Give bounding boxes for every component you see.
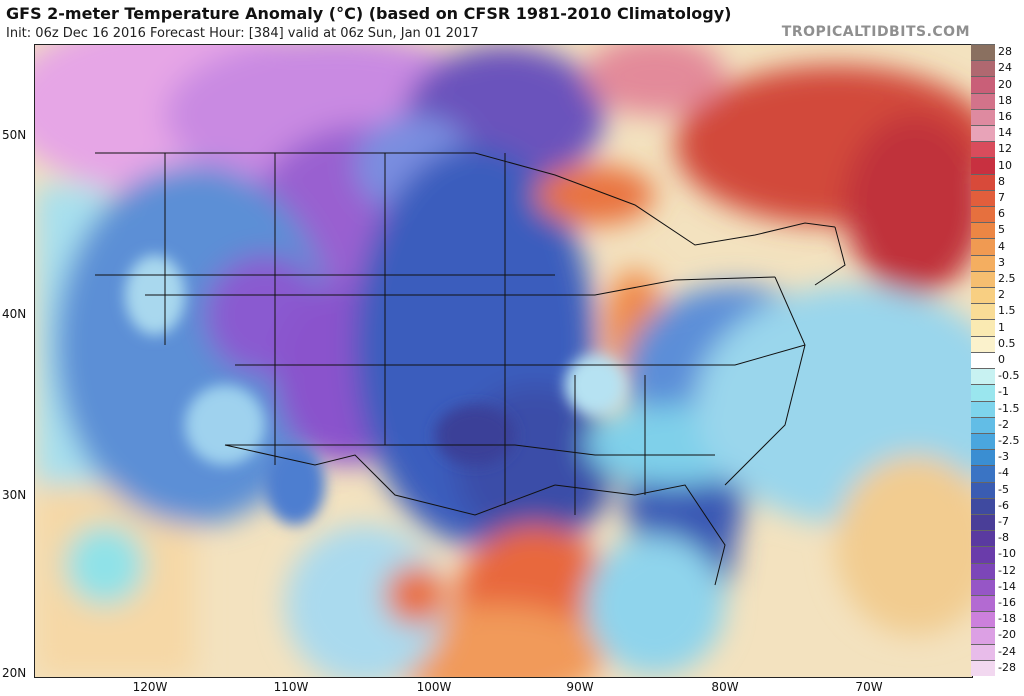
lat-label-40n: 40N [2, 307, 27, 321]
colorbar-label: 12 [998, 142, 1012, 156]
colorbar-swatch [971, 497, 995, 514]
lon-label-80w: 80W [711, 680, 739, 694]
map-header-subtitle: Init: 06z Dec 16 2016 Forecast Hour: [38… [6, 26, 479, 41]
colorbar-label: -10 [998, 547, 1016, 561]
lon-label-90w: 90W [566, 680, 594, 694]
colorbar-label: -8 [998, 531, 1009, 545]
colorbar-label: 1.5 [998, 304, 1016, 318]
colorbar-swatch [971, 432, 995, 450]
colorbar-label: 20 [998, 77, 1012, 91]
colorbar-swatch [971, 627, 995, 644]
colorbar-label: 0 [998, 353, 1005, 366]
colorbar-swatch [971, 513, 995, 531]
colorbar-label: 10 [998, 158, 1012, 172]
colorbar-swatch [971, 108, 995, 126]
lon-label-70w: 70W [855, 680, 883, 694]
colorbar-swatch [971, 530, 995, 547]
colorbar-swatch [971, 60, 995, 77]
colorbar-label: 1 [998, 320, 1005, 334]
lon-label-110w: 110W [273, 680, 309, 694]
colorbar-swatch [971, 546, 995, 563]
colorbar-label: 7 [998, 190, 1005, 204]
colorbar-label: 16 [998, 109, 1012, 123]
colorbar-swatch [971, 449, 995, 466]
colorbar-label: 2.5 [998, 271, 1016, 285]
colorbar-label: 4 [998, 239, 1005, 253]
colorbar-label: 28 [998, 45, 1012, 59]
colorbar-label: -7 [998, 515, 1009, 529]
colorbar-label: -5 [998, 482, 1009, 496]
colorbar-label: -18 [998, 612, 1016, 626]
colorbar-label: 6 [998, 207, 1005, 221]
colorbar-label: -16 [998, 596, 1016, 610]
brand-watermark[interactable]: TROPICALTIDBITS.COM [781, 24, 970, 40]
anomaly-detail [125, 255, 625, 525]
colorbar-label: 2 [998, 288, 1005, 302]
colorbar-swatch [971, 400, 995, 417]
colorbar-label: -3 [998, 450, 1009, 464]
colorbar-swatch [971, 465, 995, 482]
colorbar-swatch [971, 303, 995, 320]
colorbar-swatch [971, 335, 995, 352]
colorbar-label: -1.5 [998, 401, 1020, 415]
colorbar-label: -14 [998, 579, 1016, 593]
boundary-lines [95, 152, 846, 586]
colorbar-label: -28 [998, 660, 1016, 674]
lon-label-100w: 100W [416, 680, 452, 694]
colorbar-swatch [971, 254, 995, 271]
colorbar-swatch [971, 92, 995, 109]
colorbar-swatch [971, 141, 995, 158]
lat-label-50n: 50N [2, 128, 27, 142]
colorbar-swatch [971, 238, 995, 255]
colorbar-label: 5 [998, 223, 1005, 237]
anomaly-field [35, 45, 972, 677]
colorbar-swatch [971, 368, 995, 385]
map-header-title: GFS 2-meter Temperature Anomaly (°C) (ba… [6, 4, 732, 23]
colorbar-label: -2 [998, 417, 1009, 431]
colorbar-label: -0.5 [998, 369, 1020, 383]
colorbar-label: -12 [998, 563, 1016, 577]
colorbar-swatch [971, 659, 995, 676]
colorbar-label: -2.5 [998, 434, 1020, 448]
colorbar-swatch [971, 173, 995, 190]
colorbar-swatch [971, 351, 995, 369]
colorbar-swatch [971, 384, 995, 401]
colorbar-label: 24 [998, 61, 1012, 75]
colorbar-label: -4 [998, 466, 1009, 480]
temperature-colorbar: 28 24 20 18 16 14 12 10 8 7 6 5 4 3 2.5 2 1.5 1 0.5 0 -0.5 -1… [971, 44, 1024, 676]
anomaly-map[interactable] [34, 44, 973, 678]
colorbar-label: -24 [998, 644, 1016, 658]
colorbar-swatch [971, 416, 995, 433]
colorbar-swatch [971, 157, 995, 174]
colorbar-label: -1 [998, 385, 1009, 399]
colorbar-swatch [971, 481, 995, 498]
colorbar-label: 14 [998, 126, 1012, 140]
colorbar-swatch [971, 44, 995, 61]
colorbar-swatch [971, 189, 995, 207]
colorbar-swatch [971, 319, 995, 336]
colorbar-label: -20 [998, 628, 1016, 642]
colorbar-swatch [971, 611, 995, 628]
colorbar-label: 3 [998, 255, 1005, 269]
anomaly-map-canvas [35, 45, 972, 677]
colorbar-swatch [971, 578, 995, 595]
colorbar-label: 18 [998, 93, 1012, 107]
colorbar-label: 0.5 [998, 336, 1016, 350]
colorbar-label: -6 [998, 498, 1009, 512]
colorbar-swatch [971, 270, 995, 288]
colorbar-swatch [971, 76, 995, 93]
colorbar-swatch [971, 594, 995, 612]
colorbar-swatch [971, 287, 995, 304]
colorbar-label: 8 [998, 174, 1005, 188]
colorbar-swatch [971, 643, 995, 660]
colorbar-swatch [971, 222, 995, 239]
colorbar-swatch [971, 562, 995, 579]
colorbar-swatch [971, 125, 995, 142]
colorbar-swatch [971, 206, 995, 223]
lat-label-30n: 30N [2, 488, 27, 502]
lon-label-120w: 120W [132, 680, 168, 694]
lat-label-20n: 20N [2, 666, 27, 680]
